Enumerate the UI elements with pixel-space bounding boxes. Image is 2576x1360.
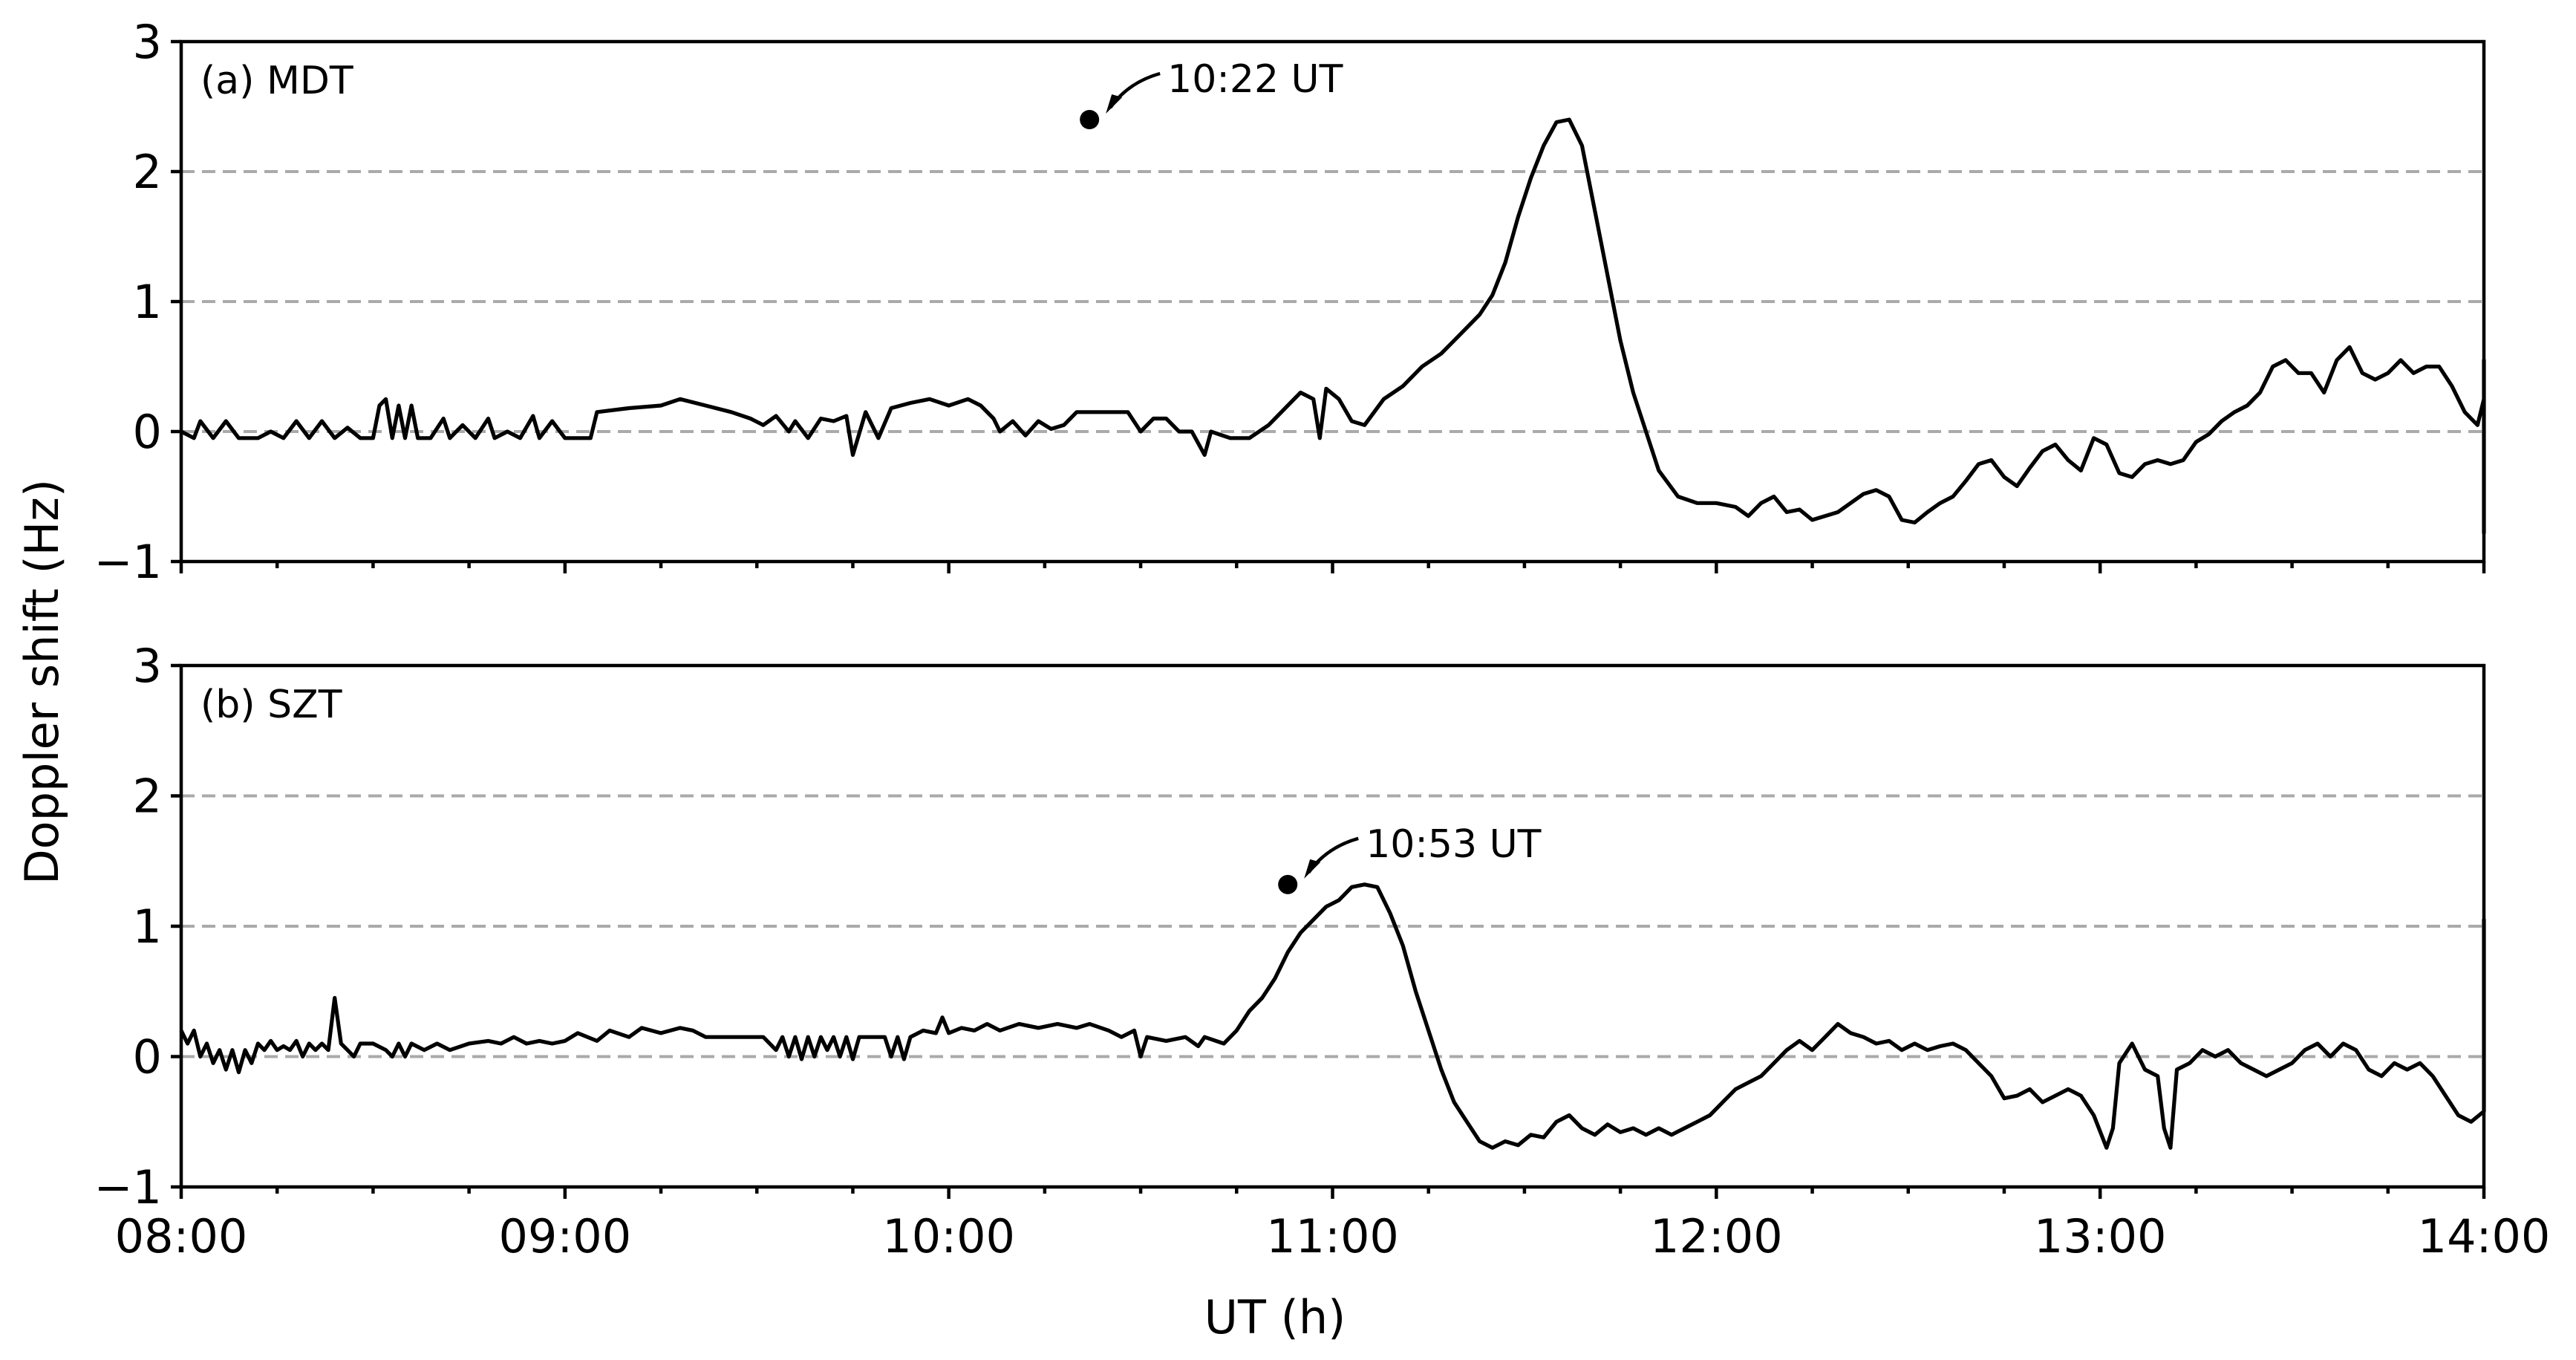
y-tick-label: −1 xyxy=(94,535,162,589)
y-tick-label: 3 xyxy=(133,15,162,69)
panel-a-mdt: −1 0 1 2 3 (a) MDT 10:22 UT xyxy=(94,15,2486,589)
x-tick-label: 13:00 xyxy=(2034,1209,2167,1263)
x-tick-label: 14:00 xyxy=(2418,1209,2551,1263)
x-tick-label: 11:00 xyxy=(1266,1209,1399,1263)
y-tick-label: 0 xyxy=(133,1030,162,1084)
x-tick-label: 08:00 xyxy=(115,1209,248,1263)
annotation-label: 10:53 UT xyxy=(1366,822,1541,867)
y-tick-label: 3 xyxy=(133,639,162,693)
y-tick-label: 2 xyxy=(133,770,162,824)
y-tick-label: 1 xyxy=(133,275,162,329)
series-line-0 xyxy=(180,117,2486,536)
series-line-0 xyxy=(179,882,2486,1150)
y-axis-title: Doppler shift (Hz) xyxy=(15,479,69,885)
peak-marker xyxy=(1278,874,1298,894)
annotation-arrow xyxy=(1307,836,1359,874)
y-tick-label: 2 xyxy=(133,145,162,199)
y-tick-label: 1 xyxy=(133,899,162,954)
panel-b-szt: −1 0 1 2 3 08:00 09:00 10:00 11:00 12:00 13:00 14:0… xyxy=(94,639,2551,1263)
panel-label: (a) MDT xyxy=(200,59,353,103)
x-tick-label: 12:00 xyxy=(1650,1209,1783,1263)
x-tick-label: 09:00 xyxy=(498,1209,631,1263)
x-tick-label: 10:00 xyxy=(882,1209,1015,1263)
peak-marker xyxy=(1080,110,1100,129)
annotation-arrowhead xyxy=(1106,94,1123,114)
annotation-arrow xyxy=(1109,71,1161,109)
y-tick-label: −1 xyxy=(94,1160,162,1214)
panel-label: (b) SZT xyxy=(200,683,342,727)
annotation-arrowhead xyxy=(1304,859,1321,879)
y-tick-label: 0 xyxy=(133,405,162,459)
x-axis-title: UT (h) xyxy=(1204,1290,1346,1344)
annotation-label: 10:22 UT xyxy=(1167,57,1343,102)
